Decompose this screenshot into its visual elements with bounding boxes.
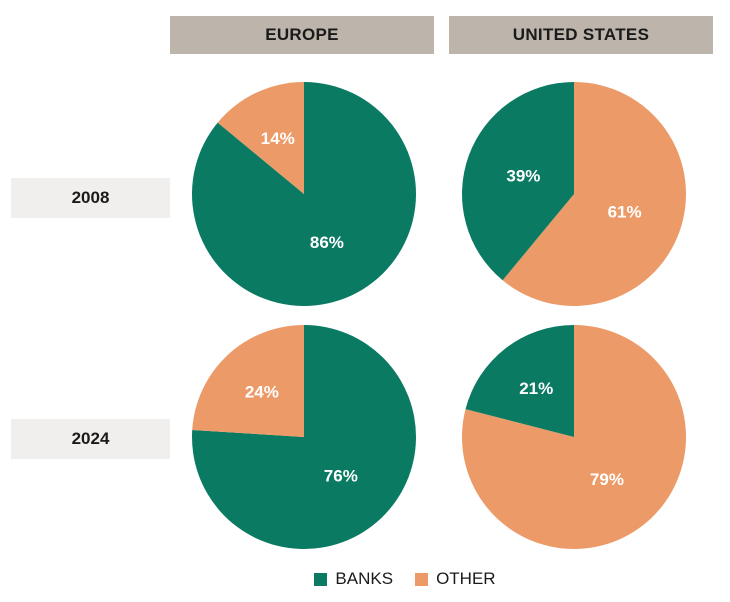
pie-label-united-states-2024-banks: 21% [519, 379, 553, 398]
legend-swatch-banks [314, 572, 328, 586]
legend-label-banks: BANKS [335, 569, 394, 588]
pie-slice-europe-2024-other [192, 325, 304, 437]
pie-label-united-states-2008-other: 61% [608, 203, 642, 222]
pie-label-europe-2024-banks: 76% [324, 467, 358, 486]
row-label-2024: 2024 [11, 419, 170, 459]
row-label-2008-text: 2008 [71, 188, 110, 207]
column-header-europe-label: EUROPE [265, 25, 339, 44]
pie-slice-united-states-2008-other [502, 82, 687, 306]
legend-label-other: OTHER [436, 569, 496, 588]
pie-label-united-states-2008-banks: 39% [506, 166, 540, 185]
column-header-europe: EUROPE [170, 16, 434, 54]
column-header-united-states-label: UNITED STATES [512, 25, 650, 44]
pie-slice-united-states-2008-banks [462, 82, 574, 281]
pie-label-europe-2008-other: 14% [261, 129, 295, 148]
legend-swatch-other [415, 572, 429, 586]
legend-item-banks: BANKS [314, 569, 393, 589]
pie-slice-europe-2008-other [217, 82, 304, 194]
row-label-2024-text: 2024 [71, 429, 110, 448]
pie-label-united-states-2024-other: 79% [590, 470, 624, 489]
row-label-2008: 2008 [11, 178, 170, 218]
column-header-united-states: UNITED STATES [449, 16, 713, 54]
legend: BANKS OTHER [0, 568, 730, 590]
pie-label-europe-2008-banks: 86% [310, 233, 344, 252]
legend-item-other: OTHER [415, 569, 496, 589]
pie-label-europe-2024-other: 24% [245, 383, 279, 402]
pie-slice-united-states-2024-banks [465, 325, 574, 437]
